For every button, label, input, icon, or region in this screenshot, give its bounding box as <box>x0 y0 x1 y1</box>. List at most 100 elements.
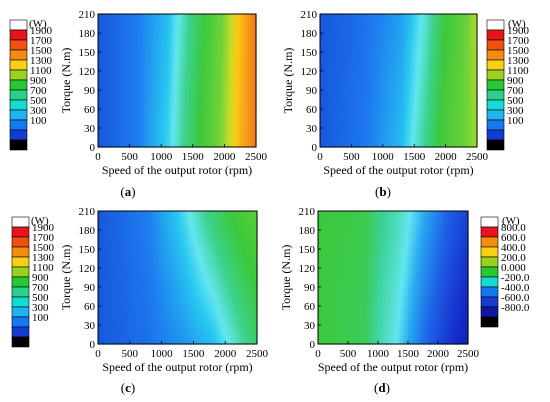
heatmap-cell <box>108 120 112 126</box>
heatmap-cell <box>158 233 163 239</box>
heatmap-cell <box>346 84 350 90</box>
heatmap-cell <box>351 49 355 55</box>
heatmap-cell <box>463 98 468 104</box>
heatmap-cell <box>466 53 470 59</box>
heatmap-cell <box>211 107 215 113</box>
heatmap-cell <box>224 36 228 42</box>
heatmap-cell <box>333 138 337 144</box>
heatmap-cell <box>190 98 194 104</box>
heatmap-cell <box>196 264 200 270</box>
heatmap-cell <box>338 45 342 51</box>
heatmap-cell <box>198 264 202 270</box>
heatmap-cell <box>192 80 197 86</box>
heatmap-cell <box>445 31 449 37</box>
heatmap-cell <box>148 242 152 248</box>
heatmap-cell <box>150 76 154 82</box>
heatmap-cell <box>132 14 136 20</box>
heatmap-cell <box>448 22 452 28</box>
heatmap-cell <box>161 111 165 117</box>
heatmap-cell <box>221 49 225 55</box>
heatmap-cell <box>440 58 444 64</box>
heatmap-cell <box>148 326 152 332</box>
heatmap-cell <box>442 62 447 68</box>
heatmap-cell <box>359 115 363 121</box>
heatmap-cell <box>442 102 447 108</box>
heatmap-cell <box>113 255 118 261</box>
heatmap-cell <box>440 120 444 126</box>
heatmap-cell <box>411 14 415 20</box>
heatmap-cell <box>422 115 426 121</box>
heatmap-cell <box>140 264 144 270</box>
heatmap-cell <box>145 290 149 296</box>
heatmap-cell <box>198 84 202 90</box>
heatmap-cell <box>134 129 139 135</box>
heatmap-cell <box>145 321 149 327</box>
heatmap-cell <box>132 246 136 252</box>
heatmap-cell <box>169 67 173 73</box>
heatmap-cell <box>359 62 363 68</box>
heatmap-cell <box>166 27 170 33</box>
heatmap-cell <box>382 120 387 126</box>
heatmap-cell <box>213 36 218 42</box>
heatmap-cell <box>140 286 144 292</box>
heatmap-cell <box>171 142 175 148</box>
heatmap-cell <box>448 14 452 20</box>
heatmap-cell <box>209 277 213 283</box>
heatmap-cell <box>388 124 392 130</box>
heatmap-cell <box>385 22 389 28</box>
heatmap-cell <box>113 89 118 95</box>
heatmap-cell <box>211 129 215 135</box>
heatmap-cell <box>248 31 252 37</box>
heatmap-cell <box>380 89 384 95</box>
heatmap-cell <box>121 211 126 217</box>
heatmap-cell <box>456 142 460 148</box>
heatmap-cell <box>142 31 146 37</box>
heatmap-cell <box>442 67 447 73</box>
heatmap-cell <box>124 286 128 292</box>
heatmap-cell <box>182 115 186 121</box>
heatmap-cell <box>338 98 342 104</box>
heatmap-cell <box>351 80 355 86</box>
y-axis-label: Torque (N.m) <box>281 48 295 114</box>
heatmap-cell <box>116 27 120 33</box>
panel-a: 0 500 1000 1500 2000 25000306090120150180210S… <box>9 9 268 199</box>
heatmap-cell <box>367 107 371 113</box>
heatmap-cell <box>187 98 191 104</box>
heatmap-cell <box>469 31 473 37</box>
heatmap-cell <box>359 27 363 33</box>
heatmap-cell <box>108 124 112 130</box>
heatmap-cell <box>156 250 160 256</box>
heatmap-cell <box>211 71 215 77</box>
heatmap-cell <box>422 18 426 24</box>
heatmap-cell <box>372 111 376 117</box>
heatmap-cell <box>140 295 144 301</box>
heatmap-cell <box>474 133 478 139</box>
heatmap-cell <box>116 107 120 113</box>
heatmap-cell <box>393 142 397 148</box>
heatmap-cell <box>113 107 118 113</box>
heatmap-cell <box>116 237 120 243</box>
heatmap-cell <box>346 89 350 95</box>
heatmap-cell <box>245 49 249 55</box>
heatmap-cell <box>198 49 202 55</box>
heatmap-cell <box>245 62 249 68</box>
heatmap-cell <box>192 107 197 113</box>
heatmap-cell <box>395 102 400 108</box>
heatmap-cell <box>388 98 392 104</box>
heatmap-cell <box>427 124 431 130</box>
heatmap-cell <box>414 138 418 144</box>
heatmap-cell <box>401 58 405 64</box>
heatmap-cell <box>188 326 192 332</box>
heatmap-cell <box>132 80 136 86</box>
heatmap-cell <box>333 98 337 104</box>
heatmap-cell <box>195 102 199 108</box>
heatmap-cell <box>335 84 339 90</box>
heatmap-cell <box>145 93 149 99</box>
heatmap-cell <box>450 58 455 64</box>
heatmap-cell <box>193 250 197 256</box>
heatmap-cell <box>190 312 194 318</box>
heatmap-cell <box>320 36 324 42</box>
heatmap-cell <box>403 89 407 95</box>
heatmap-cell <box>121 246 126 252</box>
heatmap-cell <box>179 133 183 139</box>
